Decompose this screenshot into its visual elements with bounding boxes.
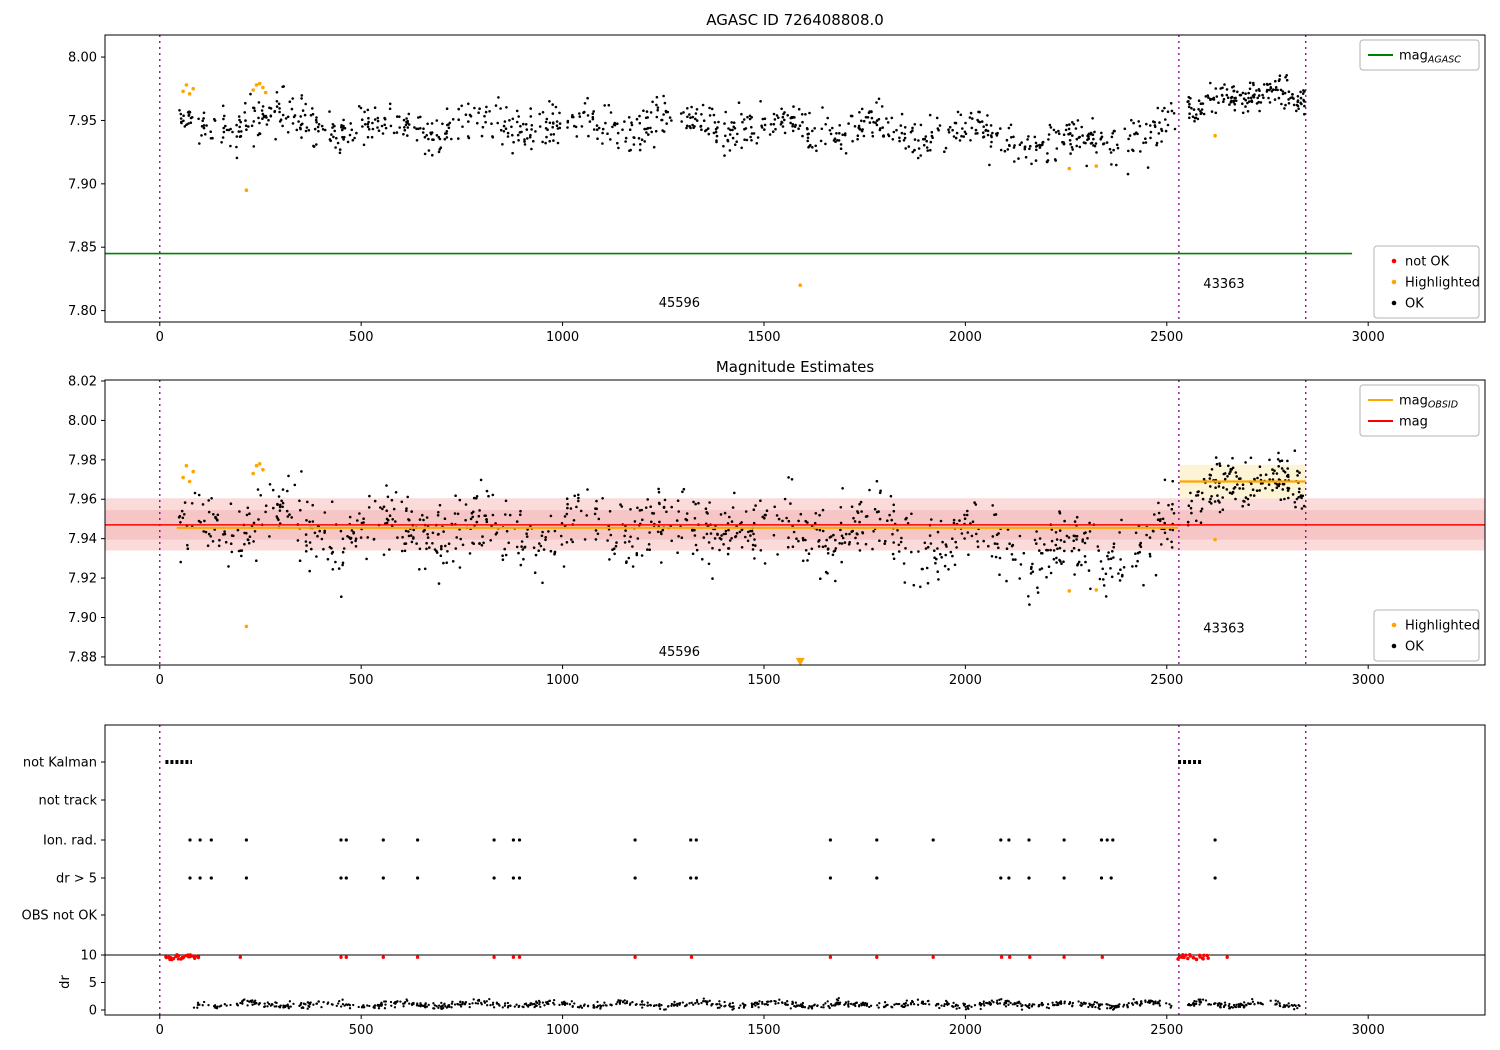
y-tick-label: 7.90: [68, 177, 97, 192]
legend-label: OK: [1405, 297, 1424, 312]
ok-points: [177, 449, 1306, 606]
flag-category-label: Ion. rad.: [43, 834, 97, 849]
y-tick-label: 7.92: [68, 572, 97, 587]
dr-axis-label: dr: [58, 975, 73, 989]
flag-points: [188, 838, 1217, 880]
x-tick-label: 0: [156, 330, 164, 345]
y-tick-label: 7.80: [68, 304, 97, 319]
flag-category-label: OBS not OK: [22, 909, 98, 924]
y-tick-label: 7.98: [68, 453, 97, 468]
x-tick-label: 0: [156, 673, 164, 688]
dr-tick-label: 5: [89, 976, 97, 991]
x-tick-label: 1000: [546, 1023, 579, 1038]
x-tick-label: 3000: [1352, 673, 1385, 688]
magnitude-estimates-panel: 45596 43363 0 500 1000 1500 2000 2500 3000 7.88 7.…: [68, 374, 1486, 688]
y-tick-label: 7.88: [68, 650, 97, 665]
dr-tick-label: 10: [80, 949, 97, 964]
legend: magAGASC: [1359, 39, 1480, 71]
obsid-annotation: 43363: [1203, 621, 1244, 636]
panel1-title: AGASC ID 726408808.0: [706, 11, 884, 29]
legend-label: Highlighted: [1405, 276, 1480, 291]
y-tick-label: 8.00: [68, 51, 97, 66]
x-tick-label: 3000: [1352, 330, 1385, 345]
ok-points: [178, 74, 1306, 176]
axes-frame: [104, 34, 1486, 323]
x-tick-label: 2500: [1150, 673, 1183, 688]
legend-box: [1373, 245, 1480, 319]
x-tick-label: 3000: [1352, 1023, 1385, 1038]
panel2-title: Magnitude Estimates: [715, 358, 875, 376]
legend-box: [1373, 609, 1480, 662]
legend-marker-sample: [1391, 279, 1397, 285]
x-tick-label: 2000: [949, 673, 982, 688]
legend-box: [1359, 39, 1480, 71]
legend-label: Highlighted: [1405, 619, 1480, 634]
dr-tick-label: 0: [89, 1004, 97, 1019]
x-tick-label: 500: [349, 330, 374, 345]
x-tick-label: 2500: [1150, 1023, 1183, 1038]
obsid-annotation: 45596: [659, 296, 700, 311]
legend-label: mag: [1399, 415, 1428, 430]
dr-not-ok-points: [164, 953, 1229, 962]
agasc-mag-panel: 45596 43363 0 500 1000 1500 2000 2500 3000 7.80 7.…: [68, 34, 1486, 345]
flags-panel: not Kalman not track Ion. rad. dr > 5 OBS no…: [22, 724, 1486, 1038]
legend-label: not OK: [1405, 255, 1450, 270]
flag-category-label: not Kalman: [23, 756, 97, 771]
x-tick-label: 1500: [747, 1023, 780, 1038]
dr-trace-points: [192, 996, 1301, 1011]
axes-frame: [104, 724, 1486, 1016]
x-tick-label: 1000: [546, 673, 579, 688]
y-tick-label: 7.96: [68, 493, 97, 508]
x-tick-label: 0: [156, 1023, 164, 1038]
legend-marker-sample: [1391, 622, 1397, 628]
x-tick-label: 2000: [949, 1023, 982, 1038]
x-tick-label: 500: [349, 1023, 374, 1038]
legend: Highlighted OK: [1373, 609, 1480, 662]
highlighted-points: [181, 462, 1217, 666]
flag-category-label: not track: [38, 794, 97, 809]
y-tick-label: 8.02: [68, 374, 97, 389]
legend: not OK Highlighted OK: [1373, 245, 1480, 319]
x-tick-label: 2500: [1150, 330, 1183, 345]
x-tick-label: 1000: [546, 330, 579, 345]
legend-marker-sample: [1391, 643, 1397, 649]
y-tick-label: 8.00: [68, 414, 97, 429]
y-tick-label: 7.85: [68, 241, 97, 256]
legend-marker-sample: [1391, 258, 1397, 264]
x-tick-label: 2000: [949, 330, 982, 345]
x-tick-label: 500: [349, 673, 374, 688]
x-tick-label: 1500: [747, 673, 780, 688]
x-tick-label: 1500: [747, 330, 780, 345]
y-tick-label: 7.94: [68, 532, 97, 547]
y-tick-label: 7.90: [68, 611, 97, 626]
highlighted-points: [181, 81, 1217, 288]
obsid-annotation: 45596: [659, 645, 700, 660]
legend-label: OK: [1405, 640, 1424, 655]
y-tick-label: 7.95: [68, 114, 97, 129]
legend-box: [1359, 384, 1480, 437]
legend-marker-sample: [1391, 300, 1397, 306]
flag-category-label: dr > 5: [56, 872, 97, 887]
axes-frame: [104, 379, 1486, 666]
obsid-annotation: 43363: [1203, 277, 1244, 292]
clipped-point-marker: [795, 657, 805, 666]
